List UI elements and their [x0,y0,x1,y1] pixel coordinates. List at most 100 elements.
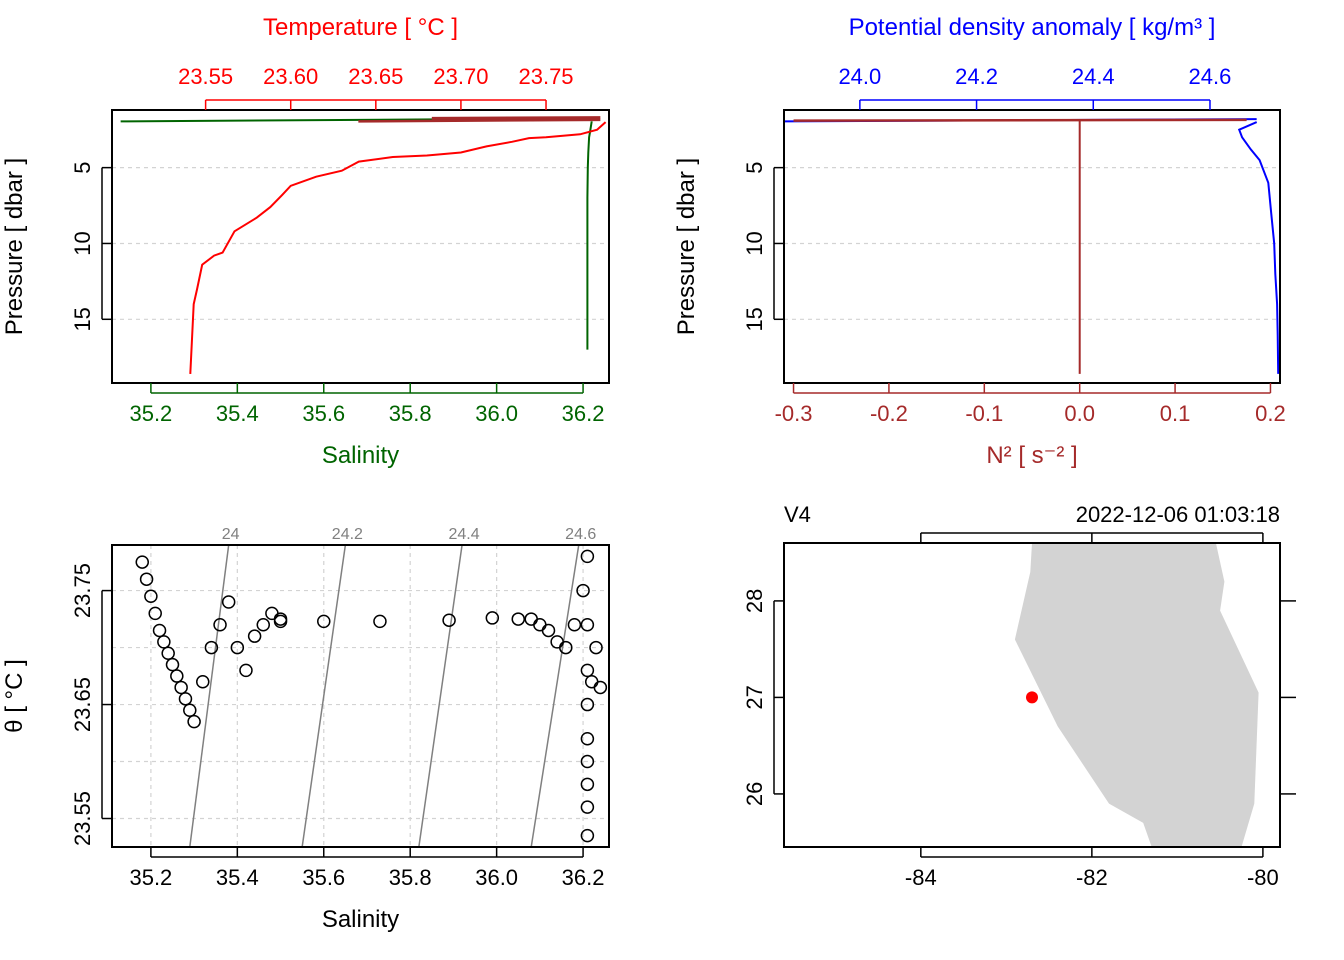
ts-point [161,646,175,661]
x-tick-label: 35.6 [302,401,345,426]
ts-point [273,614,288,629]
top-tick-label: 24.6 [1189,64,1232,89]
ts-point [511,612,525,626]
tl-plot-frame [111,109,610,384]
ts-point [230,640,245,655]
y-tick-label: 15 [70,307,95,331]
x-tick-label: 36.0 [475,865,518,890]
isopycnal-label: 24 [222,526,240,543]
x-tick-label: 36.0 [475,401,518,426]
x-tick-label: 0.1 [1160,401,1191,426]
ts-point [178,692,193,706]
ts-point [559,640,573,655]
isopycnal-label: 24.4 [448,526,479,543]
tr-series [783,118,1280,374]
ts-point [247,629,262,643]
ts-point [135,555,150,569]
ts-point [139,572,154,586]
bl-plot-frame [111,544,610,848]
tl-series [120,116,607,374]
x-tick-label: -0.2 [870,401,908,426]
ts-point [442,613,456,627]
y-tick-label: 10 [70,231,95,255]
x-tick-label: 35.2 [129,865,172,890]
ts-point [204,640,219,655]
ts-point [221,595,236,609]
y-tick-label: 5 [70,162,95,174]
ts-point [580,618,595,632]
br-axes: -84 -82 -80 26 27 28 [742,532,1296,890]
x-tick-label: 36.2 [562,401,605,426]
y-tick-label: 27 [742,685,767,709]
isopycnal-line [189,544,230,848]
top-tick-label: 24.4 [1072,64,1115,89]
ts-point [580,697,595,712]
br-plot-frame [783,542,1281,848]
y-tick-label: 10 [742,231,767,255]
tr-axes: -0.3 -0.2 -0.1 0.0 0.1 0.2 N² [ s⁻² ] 24.0 24.2 2… [673,14,1286,469]
bl-grid [112,545,609,847]
x-tick-label: 0.0 [1064,401,1095,426]
y-tick-label: 26 [742,782,767,806]
n2-axis-title: N² [ s⁻² ] [986,442,1077,469]
ts-point [567,618,582,632]
station-name: V4 [784,502,811,527]
ts-point [580,731,595,746]
y-tick-label: 23.75 [70,563,95,618]
x-tick-label: 35.2 [129,401,172,426]
top-tick-label: 23.55 [178,64,233,89]
temperature-surface-spike [431,116,601,120]
theta-axis-title: θ [ °C ] [1,659,28,733]
station-datetime: 2022-12-06 01:03:18 [1076,502,1280,527]
isopycnal-label: 24.2 [332,526,363,543]
salinity-axis-title: Salinity [322,442,399,469]
ts-point [580,663,595,678]
ts-point [580,777,595,792]
y-tick-label: 23.65 [70,677,95,732]
y-tick-label: 28 [742,589,767,613]
isopycnal-line [530,544,580,848]
tr-grid [784,167,1280,320]
n2-surface-spike [793,118,1247,122]
ts-point [541,623,556,638]
ts-point [196,675,210,689]
station-marker [1026,691,1038,704]
x-tick-label: -0.3 [775,401,813,426]
ts-point [576,583,590,598]
ts-salinity-axis-title: Salinity [322,906,399,933]
density-profile-line [1237,121,1280,374]
temperature-surface-spike [358,118,601,123]
temperature-axis-title: Temperature [ °C ] [263,14,458,41]
ts-point [170,669,184,683]
ts-diagram-panel: 24 24.2 24.4 24.6 35.2 35.4 35.6 35.8 36.0 36.2 S… [1,526,610,933]
pressure-axis-title: Pressure [ dbar ] [673,158,700,335]
ts-point [256,618,271,632]
florida-land-polygon [1014,543,1259,847]
salinity-profile-line [586,121,593,350]
x-tick-label: 35.6 [302,865,345,890]
ts-point [580,828,595,843]
isopycnal-label: 24.6 [565,526,596,543]
bl-axes: 35.2 35.4 35.6 35.8 36.0 36.2 Salinity 23.55 23.… [1,563,604,933]
top-tick-label: 23.70 [433,64,488,89]
ts-point [485,611,500,625]
salinity-temperature-profile-panel: 35.2 35.4 35.6 35.8 36.0 36.2 Salinity 23.55 23.… [1,14,610,469]
x-tick-label: 0.2 [1255,401,1286,426]
ts-point [580,549,595,564]
x-tick-label: -82 [1076,865,1108,890]
pressure-axis-title: Pressure [ dbar ] [1,158,28,335]
x-tick-label: 35.4 [216,401,259,426]
top-tick-label: 24.2 [955,64,998,89]
top-tick-label: 23.60 [263,64,318,89]
n2-density-profile-panel: -0.3 -0.2 -0.1 0.0 0.1 0.2 N² [ s⁻² ] 24.0 24.2 2… [673,14,1286,469]
x-tick-label: 35.8 [389,865,432,890]
tl-axes: 35.2 35.4 35.6 35.8 36.0 36.2 Salinity 23.55 23.… [1,14,604,469]
x-tick-label: 36.2 [562,865,605,890]
ts-point [187,714,201,729]
ts-point [373,614,387,629]
top-tick-label: 23.65 [348,64,403,89]
ts-point [589,640,603,655]
tr-plot-frame [783,109,1281,384]
ts-point [165,657,180,672]
